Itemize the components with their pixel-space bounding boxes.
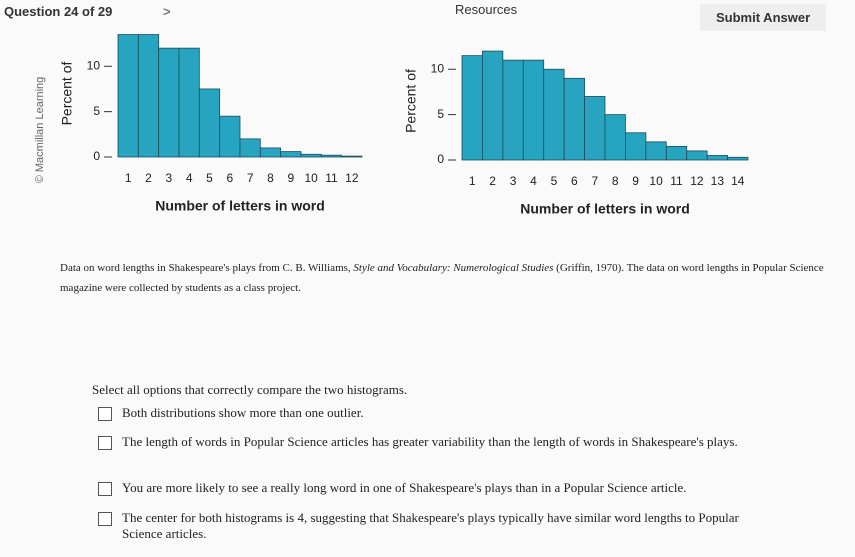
x-tick-label: 10 (304, 171, 318, 185)
histogram-bar (543, 68, 565, 161)
histogram-bar (461, 55, 483, 161)
x-tick-label: 3 (165, 171, 172, 185)
x-tick-label: 13 (711, 174, 725, 188)
x-axis-label: Number of letters in word (520, 201, 690, 217)
x-tick-label: 9 (632, 174, 639, 188)
x-axis-label: Number of letters in word (155, 198, 325, 214)
y-tick-label: 5 (93, 104, 100, 118)
y-tick-label: 10 (431, 61, 445, 75)
charts: © Macmillan Learning Percent of Number of… (34, 34, 749, 217)
y-tick-label: 0 (93, 149, 100, 163)
option-text: The length of words in Popular Science a… (122, 434, 738, 449)
histogram-bar (198, 88, 221, 158)
caption-text: (Griffin, 1970). The data on word length… (60, 262, 824, 294)
x-tick-label: 7 (247, 171, 254, 185)
option[interactable]: Both distributions show more than one ou… (98, 405, 772, 422)
x-tick-label: 12 (690, 174, 704, 188)
x-tick-label: 2 (145, 171, 152, 185)
option-text: You are more likely to see a really long… (122, 480, 687, 495)
option-text: The center for both histograms is 4, sug… (122, 510, 739, 541)
caption-italic: Style and Vocabulary: Numerological Stud… (353, 262, 554, 274)
x-tick-label: 8 (267, 171, 274, 185)
x-tick-label: 11 (670, 174, 683, 188)
x-tick-label: 1 (469, 174, 476, 188)
checkbox[interactable] (98, 512, 112, 527)
option[interactable]: The center for both histograms is 4, sug… (98, 510, 772, 542)
x-tick-label: 6 (571, 174, 578, 188)
histogram-bar (727, 156, 749, 161)
checkbox[interactable] (98, 482, 112, 497)
resources[interactable]: Resources (455, 2, 518, 17)
checkbox[interactable] (98, 407, 112, 422)
x-tick-label: 5 (206, 171, 213, 185)
x-tick-label: 4 (530, 174, 537, 188)
x-tick-label: 2 (489, 174, 496, 188)
histogram-bar (482, 50, 504, 161)
y-axis-label: Percent of (59, 61, 75, 125)
option-text: Both distributions show more than one ou… (122, 405, 364, 420)
histogram-bar (665, 145, 688, 161)
histogram-bar (259, 147, 282, 158)
next-arrow[interactable]: > (163, 4, 171, 19)
question-counter: Question 24 of 29 (4, 4, 113, 19)
histogram-bar (502, 59, 524, 161)
x-tick-label: 9 (287, 171, 294, 185)
histogram-bar (522, 59, 545, 161)
option[interactable]: The length of words in Popular Science a… (98, 434, 772, 451)
histogram-bar (219, 115, 241, 158)
x-tick-label: 7 (591, 174, 598, 188)
x-tick-label: 1 (125, 171, 132, 185)
checkbox[interactable] (98, 436, 112, 451)
x-tick-label: 5 (551, 174, 558, 188)
x-tick-label: 6 (226, 171, 233, 185)
x-tick-label: 8 (612, 174, 619, 188)
x-tick-label: 12 (345, 171, 359, 185)
histogram-bar (300, 153, 322, 158)
caption-text: Data on word lengths in Shakespeare's pl… (60, 262, 354, 274)
histogram-bar (137, 34, 160, 158)
y-axis-label: Percent of (403, 69, 419, 133)
histogram-bar (320, 154, 343, 158)
histogram-bar (584, 96, 606, 161)
histogram-bar (563, 77, 585, 161)
option[interactable]: You are more likely to see a really long… (98, 480, 772, 497)
histogram-bar (686, 150, 708, 161)
histogram-bar (158, 47, 180, 158)
histogram-bar (280, 151, 302, 158)
histogram-bar (178, 47, 200, 158)
x-tick-label: 10 (649, 174, 663, 188)
y-tick-label: 5 (437, 107, 444, 121)
y-tick-label: 10 (87, 58, 101, 72)
y-tick-label: 0 (437, 152, 444, 166)
histogram-bar (645, 141, 667, 161)
caption: Data on word lengths in Shakespeare's pl… (60, 258, 830, 298)
histogram-bar (625, 132, 647, 161)
histogram-bar (117, 34, 139, 158)
histogram-bar (706, 155, 728, 161)
x-tick-label: 14 (731, 174, 745, 188)
x-tick-label: 11 (325, 171, 338, 185)
copyright: © Macmillan Learning (34, 77, 46, 184)
histogram-bar (341, 155, 363, 158)
question: Select all options that correctly compar… (92, 382, 408, 397)
histogram-bar (604, 114, 626, 161)
x-tick-label: 3 (510, 174, 517, 188)
submit-button[interactable]: Submit Answer (700, 4, 827, 31)
x-tick-label: 4 (186, 171, 193, 185)
histogram-bar (239, 138, 261, 158)
